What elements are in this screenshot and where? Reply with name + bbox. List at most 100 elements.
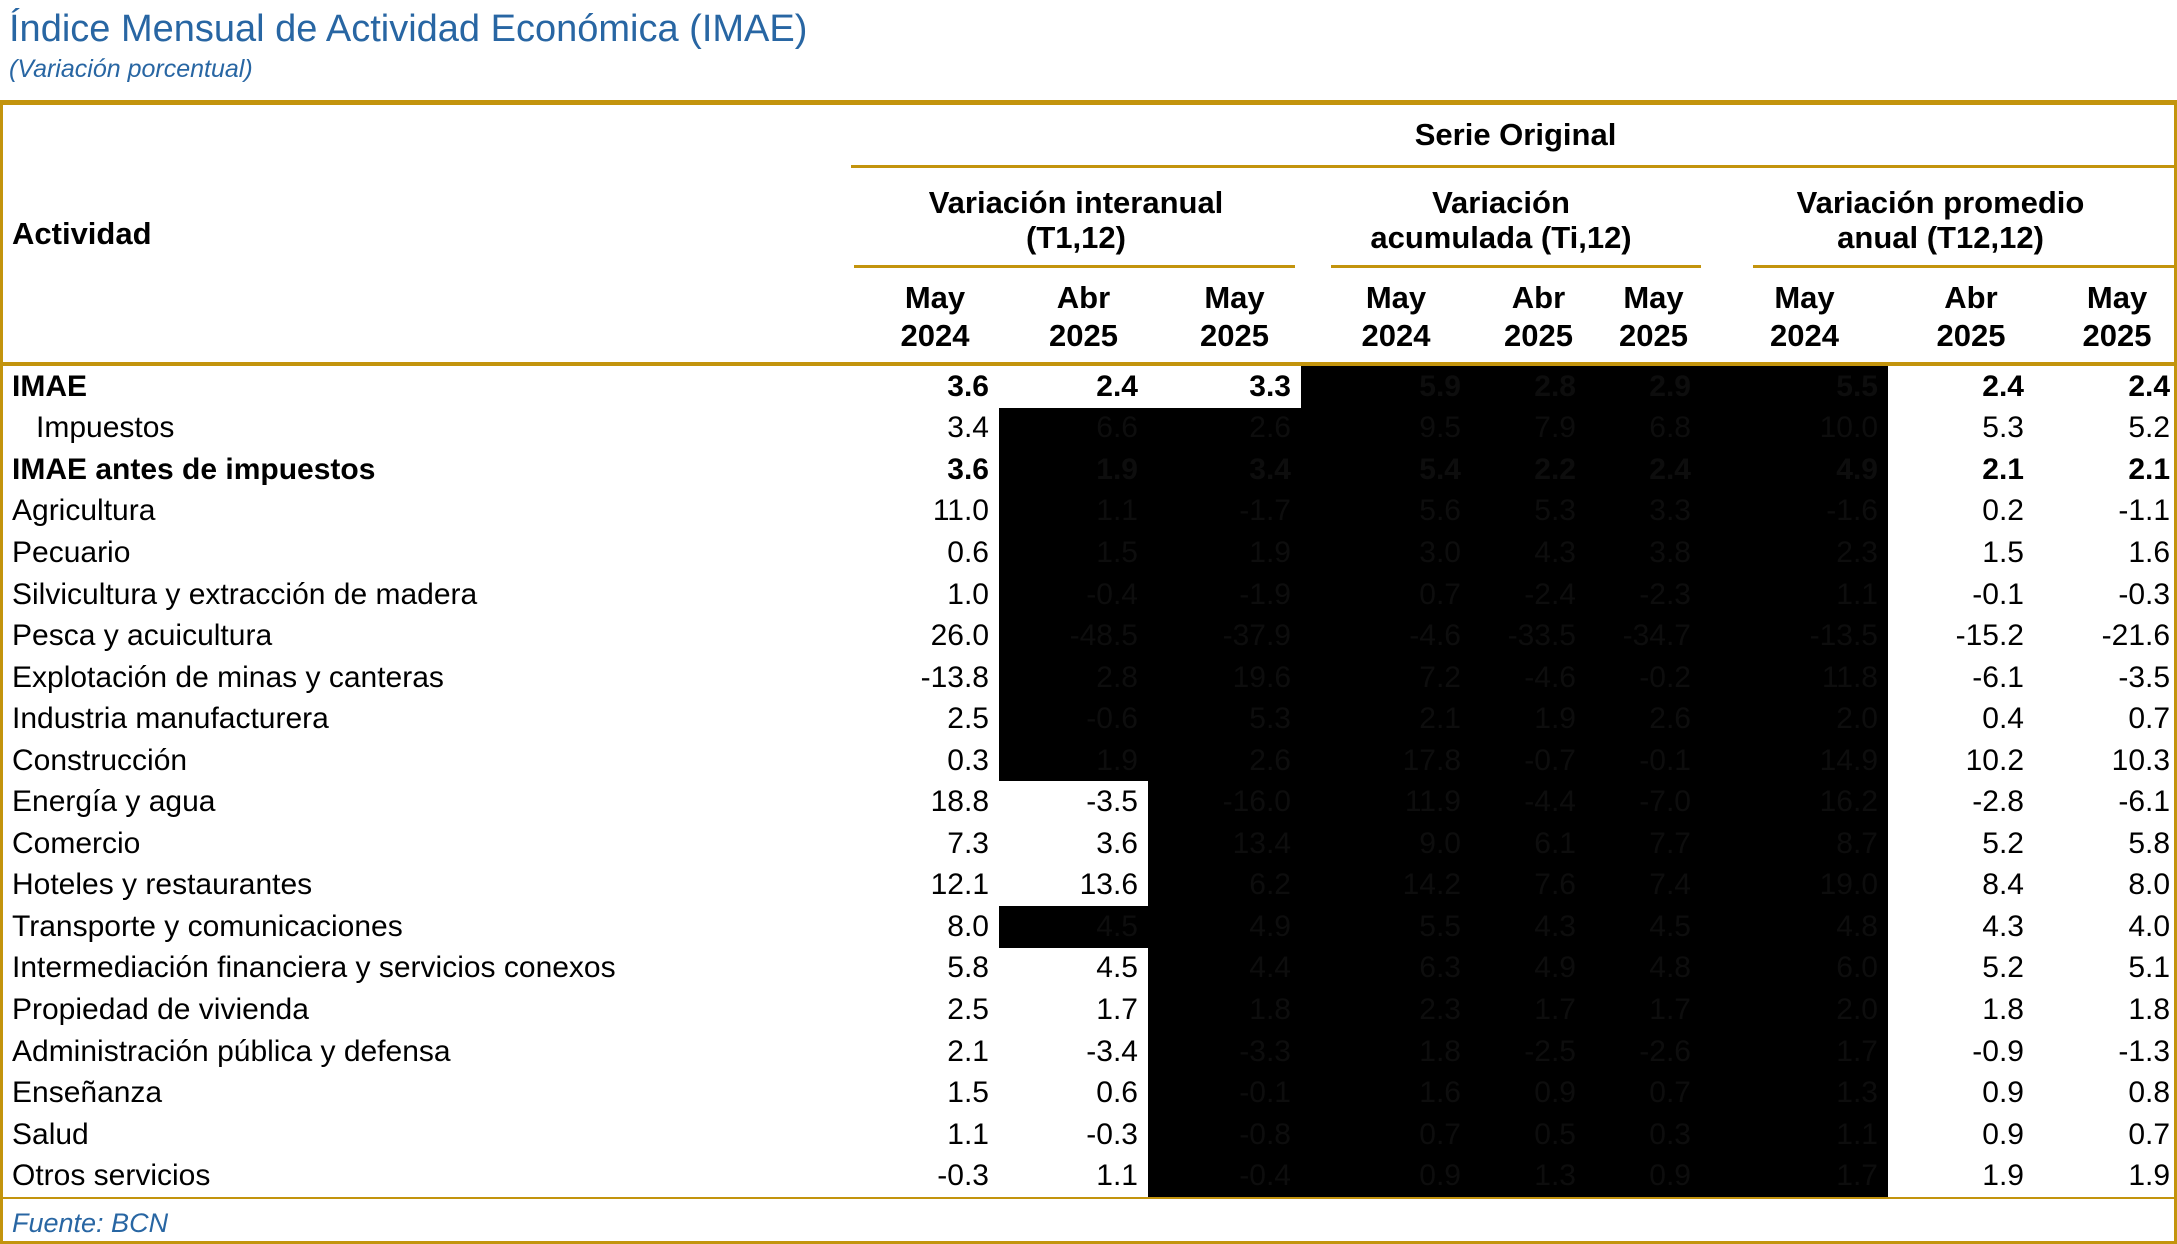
value-cell: 5.2 — [1982, 826, 2024, 860]
redacted-value-cell: 1.7 — [1701, 1155, 1888, 1198]
redacted-value-cell: 1.5 — [999, 532, 1148, 574]
value-cell: 8.0 — [947, 909, 989, 943]
redacted-value-cell: 1.7 — [1701, 1030, 1888, 1073]
value-cell: 5.8 — [2128, 826, 2171, 860]
redacted-value-cell: 0.9 — [1471, 1072, 1586, 1114]
value-cell: 0.3 — [947, 743, 989, 777]
redacted-value-cell: -1.7 — [1148, 490, 1301, 533]
redacted-value-cell: -0.1 — [1148, 1072, 1301, 1114]
value-cell: 5.3 — [1982, 411, 2024, 445]
redacted-value-cell: -0.6 — [999, 698, 1148, 740]
value-cell: 2.1 — [947, 1034, 989, 1068]
page-subtitle: (Variación porcentual) — [9, 55, 253, 83]
redacted-value-cell: 2.8 — [1471, 364, 1586, 408]
redacted-value-cell: 5.5 — [1301, 906, 1471, 948]
value-cell: -0.3 — [937, 1159, 989, 1193]
table-row: Silvicultura y extracción de madera 1.0 -0… — [3, 573, 2177, 616]
table-row: Salud 1.1 -0.3 -0.8 0.7 0.5 0.3 1.1 0.9 0.7 — [3, 1113, 2177, 1156]
value-cell: 5.2 — [1982, 951, 2024, 985]
value-cell: 5.1 — [2128, 951, 2171, 985]
table-row: Explotación de minas y canteras -13.8 2.8 1… — [3, 656, 2177, 699]
row-label: Impuestos — [36, 411, 175, 445]
redacted-value-cell: 6.1 — [1471, 823, 1586, 865]
value-cell: 0.9 — [1982, 1117, 2024, 1151]
redacted-value-cell: 6.2 — [1148, 864, 1301, 907]
month-header: May 2025 — [2034, 268, 2177, 366]
redacted-value-cell: -4.4 — [1471, 781, 1586, 824]
redacted-value-cell: -1.9 — [1148, 573, 1301, 616]
redacted-value-cell: -37.9 — [1148, 615, 1301, 657]
redacted-value-cell: 5.6 — [1301, 490, 1471, 533]
redacted-value-cell: -0.7 — [1471, 739, 1586, 782]
redacted-value-cell: 7.7 — [1586, 823, 1701, 865]
redacted-value-cell: 13.4 — [1148, 823, 1301, 865]
redacted-value-cell: -0.8 — [1148, 1113, 1301, 1156]
month-header: May 2024 — [1301, 268, 1471, 366]
redacted-value-cell: 6.3 — [1301, 947, 1471, 990]
value-cell: 18.8 — [930, 785, 989, 819]
redacted-value-cell: 2.6 — [1586, 698, 1701, 740]
value-cell: 1.1 — [1096, 1159, 1138, 1193]
value-cell: 0.7 — [2128, 702, 2171, 736]
redacted-value-cell: 9.5 — [1301, 407, 1471, 450]
month-header: Abr 2025 — [1471, 268, 1586, 366]
redacted-value-cell: 1.9 — [1471, 698, 1586, 740]
month-header-row: May 2024 Abr 2025 May 2025 May 2024 Abr … — [3, 268, 2177, 366]
redacted-value-cell: 5.3 — [1148, 698, 1301, 740]
redacted-value-cell: 7.4 — [1586, 864, 1701, 907]
value-cell: -0.3 — [1086, 1117, 1138, 1151]
value-cell: 3.6 — [947, 452, 989, 486]
redacted-value-cell: 17.8 — [1301, 739, 1471, 782]
value-cell: 1.1 — [947, 1117, 989, 1151]
row-label: Otros servicios — [12, 1159, 211, 1193]
redacted-value-cell: 11.8 — [1701, 656, 1888, 699]
value-cell: 1.5 — [947, 1076, 989, 1110]
group-underline — [1331, 265, 1701, 268]
redacted-value-cell: -2.3 — [1586, 573, 1701, 616]
redacted-value-cell: 0.7 — [1586, 1072, 1701, 1114]
row-label: IMAE — [12, 369, 87, 403]
group-header-label: Variación interanual (T1,12) — [928, 184, 1224, 256]
redacted-value-cell: 2.6 — [1148, 739, 1301, 782]
value-cell: 0.9 — [1982, 1076, 2024, 1110]
value-cell: 3.3 — [1249, 369, 1291, 403]
value-cell: 0.2 — [1982, 494, 2024, 528]
redacted-value-cell: 4.4 — [1148, 947, 1301, 990]
table-row: Administración pública y defensa 2.1 -3.4 -… — [3, 1030, 2177, 1073]
redacted-value-cell: 2.9 — [1586, 364, 1701, 408]
redacted-value-cell: 3.8 — [1586, 532, 1701, 574]
value-cell: 1.9 — [2128, 1159, 2171, 1193]
value-cell: 0.6 — [1096, 1076, 1138, 1110]
row-label: Construcción — [12, 743, 188, 777]
value-cell: 2.5 — [947, 992, 989, 1026]
row-label: Energía y agua — [12, 785, 216, 819]
group-header-interanual: Variación interanual (T1,12) — [851, 167, 1301, 268]
table-row: Intermediación financiera y servicios co… — [3, 947, 2177, 990]
value-cell: 0.6 — [947, 535, 989, 569]
serie-original-header: Serie Original — [851, 105, 2177, 168]
redacted-value-cell: 8.7 — [1701, 823, 1888, 865]
redacted-value-cell: 6.0 — [1701, 947, 1888, 990]
value-cell: -13.8 — [920, 660, 989, 694]
redacted-value-cell: -13.5 — [1701, 615, 1888, 657]
redacted-value-cell: 2.0 — [1701, 698, 1888, 740]
value-cell: 0.8 — [2128, 1076, 2171, 1110]
value-cell: -6.1 — [2118, 785, 2171, 819]
value-cell: 10.2 — [1965, 743, 2024, 777]
value-cell: -3.4 — [1086, 1034, 1138, 1068]
value-cell: -0.9 — [1972, 1034, 2024, 1068]
redacted-value-cell: 10.0 — [1701, 407, 1888, 450]
value-cell: -6.1 — [1972, 660, 2024, 694]
table-row: Otros servicios -0.3 1.1 -0.4 0.9 1.3 0.9 1.7 1.… — [3, 1155, 2177, 1198]
redacted-value-cell: -0.1 — [1586, 739, 1701, 782]
value-cell: 2.5 — [947, 702, 989, 736]
value-cell: 4.5 — [1096, 951, 1138, 985]
row-label: Administración pública y defensa — [12, 1034, 451, 1068]
redacted-value-cell: 7.9 — [1471, 407, 1586, 450]
value-cell: 8.4 — [1982, 868, 2024, 902]
redacted-value-cell: 19.0 — [1701, 864, 1888, 907]
redacted-value-cell: 3.0 — [1301, 532, 1471, 574]
table-body: IMAE 3.6 2.4 3.3 5.9 2.8 2.9 5.5 2.4 2.4 Impuestos… — [3, 364, 2177, 1198]
value-cell: 10.3 — [2111, 743, 2171, 777]
